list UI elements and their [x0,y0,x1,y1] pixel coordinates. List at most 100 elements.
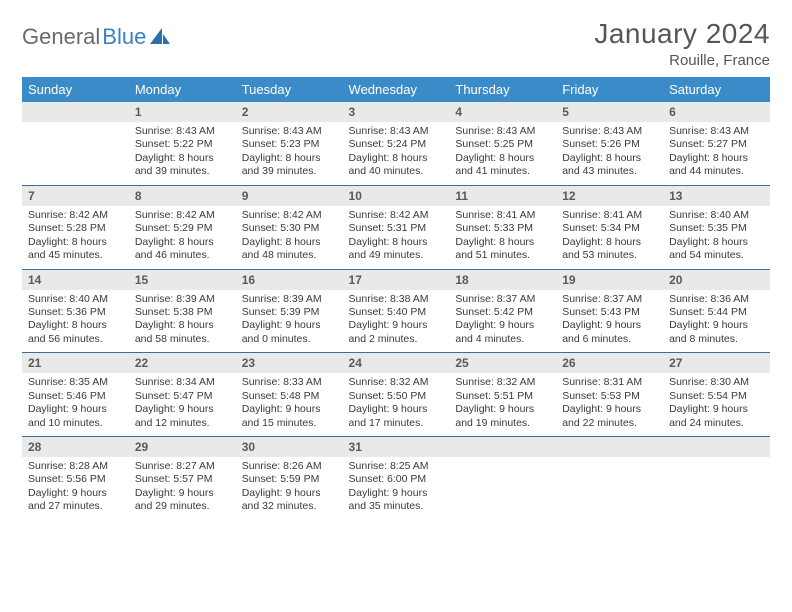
calendar-cell: 4Sunrise: 8:43 AMSunset: 5:25 PMDaylight… [449,102,556,185]
weekday-header-cell: Saturday [663,77,770,102]
day-number: 18 [449,270,556,290]
logo-text-1: General [22,24,100,50]
day-body: Sunrise: 8:42 AMSunset: 5:28 PMDaylight:… [22,206,129,269]
calendar-cell: 17Sunrise: 8:38 AMSunset: 5:40 PMDayligh… [343,269,450,353]
calendar-cell: 20Sunrise: 8:36 AMSunset: 5:44 PMDayligh… [663,269,770,353]
day-number: 10 [343,186,450,206]
calendar-cell: 8Sunrise: 8:42 AMSunset: 5:29 PMDaylight… [129,185,236,269]
day-number: 9 [236,186,343,206]
calendar-week-row: 14Sunrise: 8:40 AMSunset: 5:36 PMDayligh… [22,269,770,353]
calendar-cell: 27Sunrise: 8:30 AMSunset: 5:54 PMDayligh… [663,353,770,437]
day-body: Sunrise: 8:36 AMSunset: 5:44 PMDaylight:… [663,290,770,353]
weekday-header-cell: Tuesday [236,77,343,102]
day-body: Sunrise: 8:42 AMSunset: 5:30 PMDaylight:… [236,206,343,269]
day-number: 30 [236,437,343,457]
day-body: Sunrise: 8:38 AMSunset: 5:40 PMDaylight:… [343,290,450,353]
day-number: 5 [556,102,663,122]
day-number: 25 [449,353,556,373]
calendar-cell [556,437,663,520]
day-body: Sunrise: 8:43 AMSunset: 5:24 PMDaylight:… [343,122,450,185]
calendar-cell: 10Sunrise: 8:42 AMSunset: 5:31 PMDayligh… [343,185,450,269]
calendar-cell: 30Sunrise: 8:26 AMSunset: 5:59 PMDayligh… [236,437,343,520]
day-number [22,102,129,122]
calendar-cell: 13Sunrise: 8:40 AMSunset: 5:35 PMDayligh… [663,185,770,269]
day-body: Sunrise: 8:39 AMSunset: 5:39 PMDaylight:… [236,290,343,353]
day-body [449,457,556,515]
day-body: Sunrise: 8:43 AMSunset: 5:26 PMDaylight:… [556,122,663,185]
calendar-cell: 24Sunrise: 8:32 AMSunset: 5:50 PMDayligh… [343,353,450,437]
day-body: Sunrise: 8:42 AMSunset: 5:29 PMDaylight:… [129,206,236,269]
day-body: Sunrise: 8:40 AMSunset: 5:36 PMDaylight:… [22,290,129,353]
day-number: 20 [663,270,770,290]
calendar-page: GeneralBlue January 2024 Rouille, France… [0,0,792,520]
weekday-header-cell: Monday [129,77,236,102]
weekday-header-cell: Thursday [449,77,556,102]
day-number: 24 [343,353,450,373]
calendar-cell: 18Sunrise: 8:37 AMSunset: 5:42 PMDayligh… [449,269,556,353]
calendar-cell: 21Sunrise: 8:35 AMSunset: 5:46 PMDayligh… [22,353,129,437]
day-number: 11 [449,186,556,206]
calendar-cell [449,437,556,520]
day-number: 7 [22,186,129,206]
calendar-cell: 11Sunrise: 8:41 AMSunset: 5:33 PMDayligh… [449,185,556,269]
day-body: Sunrise: 8:40 AMSunset: 5:35 PMDaylight:… [663,206,770,269]
day-number: 19 [556,270,663,290]
day-number: 31 [343,437,450,457]
day-body: Sunrise: 8:28 AMSunset: 5:56 PMDaylight:… [22,457,129,520]
header: GeneralBlue January 2024 Rouille, France [22,18,770,69]
day-body: Sunrise: 8:33 AMSunset: 5:48 PMDaylight:… [236,373,343,436]
day-body: Sunrise: 8:25 AMSunset: 6:00 PMDaylight:… [343,457,450,520]
day-body: Sunrise: 8:32 AMSunset: 5:50 PMDaylight:… [343,373,450,436]
day-number: 23 [236,353,343,373]
day-body: Sunrise: 8:30 AMSunset: 5:54 PMDaylight:… [663,373,770,436]
day-number: 26 [556,353,663,373]
day-number: 2 [236,102,343,122]
day-body [22,122,129,180]
month-title: January 2024 [594,18,770,50]
day-number: 4 [449,102,556,122]
day-number [663,437,770,457]
day-number: 16 [236,270,343,290]
calendar-cell: 5Sunrise: 8:43 AMSunset: 5:26 PMDaylight… [556,102,663,185]
day-body: Sunrise: 8:35 AMSunset: 5:46 PMDaylight:… [22,373,129,436]
calendar-cell: 3Sunrise: 8:43 AMSunset: 5:24 PMDaylight… [343,102,450,185]
calendar-cell: 31Sunrise: 8:25 AMSunset: 6:00 PMDayligh… [343,437,450,520]
calendar-cell: 28Sunrise: 8:28 AMSunset: 5:56 PMDayligh… [22,437,129,520]
day-number: 8 [129,186,236,206]
location: Rouille, France [594,52,770,69]
day-number [556,437,663,457]
day-body: Sunrise: 8:39 AMSunset: 5:38 PMDaylight:… [129,290,236,353]
day-body: Sunrise: 8:32 AMSunset: 5:51 PMDaylight:… [449,373,556,436]
day-body: Sunrise: 8:34 AMSunset: 5:47 PMDaylight:… [129,373,236,436]
weekday-header-cell: Friday [556,77,663,102]
calendar-week-row: 21Sunrise: 8:35 AMSunset: 5:46 PMDayligh… [22,353,770,437]
calendar-cell: 19Sunrise: 8:37 AMSunset: 5:43 PMDayligh… [556,269,663,353]
logo-text-2: Blue [102,24,146,50]
calendar-cell [663,437,770,520]
logo: GeneralBlue [22,18,171,50]
calendar-cell: 14Sunrise: 8:40 AMSunset: 5:36 PMDayligh… [22,269,129,353]
calendar-week-row: 7Sunrise: 8:42 AMSunset: 5:28 PMDaylight… [22,185,770,269]
day-body: Sunrise: 8:43 AMSunset: 5:23 PMDaylight:… [236,122,343,185]
day-body: Sunrise: 8:37 AMSunset: 5:42 PMDaylight:… [449,290,556,353]
day-number: 27 [663,353,770,373]
calendar-cell: 22Sunrise: 8:34 AMSunset: 5:47 PMDayligh… [129,353,236,437]
day-body: Sunrise: 8:37 AMSunset: 5:43 PMDaylight:… [556,290,663,353]
day-number: 6 [663,102,770,122]
calendar-cell: 7Sunrise: 8:42 AMSunset: 5:28 PMDaylight… [22,185,129,269]
day-body [663,457,770,515]
weekday-header-cell: Sunday [22,77,129,102]
day-body: Sunrise: 8:41 AMSunset: 5:33 PMDaylight:… [449,206,556,269]
calendar-cell: 9Sunrise: 8:42 AMSunset: 5:30 PMDaylight… [236,185,343,269]
title-block: January 2024 Rouille, France [594,18,770,69]
day-body: Sunrise: 8:43 AMSunset: 5:25 PMDaylight:… [449,122,556,185]
day-number: 15 [129,270,236,290]
day-number: 28 [22,437,129,457]
day-body: Sunrise: 8:43 AMSunset: 5:22 PMDaylight:… [129,122,236,185]
calendar-cell [22,102,129,185]
calendar-cell: 26Sunrise: 8:31 AMSunset: 5:53 PMDayligh… [556,353,663,437]
day-number: 1 [129,102,236,122]
weekday-header-cell: Wednesday [343,77,450,102]
day-number: 17 [343,270,450,290]
day-body: Sunrise: 8:27 AMSunset: 5:57 PMDaylight:… [129,457,236,520]
